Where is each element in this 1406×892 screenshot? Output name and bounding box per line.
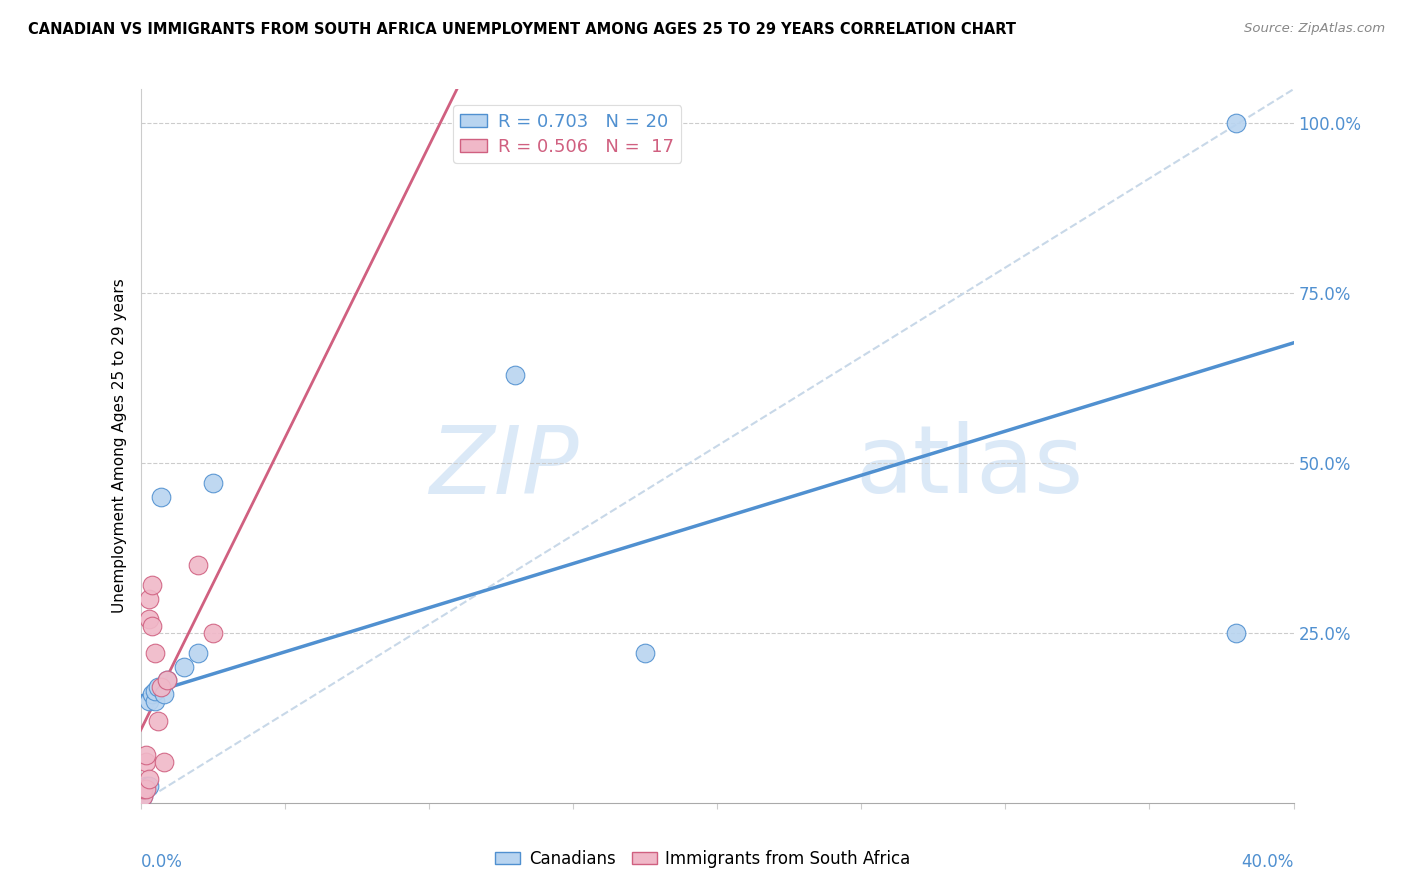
Point [138, 779, 160, 793]
Point [503, 368, 526, 382]
Point [173, 660, 195, 674]
Point [141, 578, 163, 592]
Y-axis label: Unemployment Among Ages 25 to 29 years: Unemployment Among Ages 25 to 29 years [111, 278, 127, 614]
Legend: R = 0.703   N = 20, R = 0.506   N =  17: R = 0.703 N = 20, R = 0.506 N = 17 [453, 105, 682, 163]
Point [132, 782, 155, 797]
Point [155, 673, 177, 688]
Point [152, 755, 174, 769]
Point [146, 714, 169, 729]
Text: Source: ZipAtlas.com: Source: ZipAtlas.com [1244, 22, 1385, 36]
Point [152, 687, 174, 701]
Point [149, 680, 172, 694]
Text: CANADIAN VS IMMIGRANTS FROM SOUTH AFRICA UNEMPLOYMENT AMONG AGES 25 TO 29 YEARS : CANADIAN VS IMMIGRANTS FROM SOUTH AFRICA… [28, 22, 1017, 37]
Text: 40.0%: 40.0% [1241, 853, 1294, 871]
Point [135, 748, 157, 763]
Point [187, 646, 209, 660]
Point [143, 683, 166, 698]
Point [187, 558, 209, 572]
Point [132, 789, 155, 803]
Text: 0.0%: 0.0% [141, 853, 183, 871]
Point [138, 694, 160, 708]
Point [146, 680, 169, 694]
Point [132, 782, 155, 797]
Point [1225, 626, 1247, 640]
Point [143, 694, 166, 708]
Point [141, 619, 163, 633]
Point [138, 612, 160, 626]
Point [135, 782, 157, 797]
Point [155, 673, 177, 688]
Point [141, 687, 163, 701]
Point [138, 591, 160, 606]
Legend: Canadians, Immigrants from South Africa: Canadians, Immigrants from South Africa [489, 844, 917, 875]
Point [634, 646, 657, 660]
Point [201, 476, 224, 491]
Point [1225, 116, 1247, 130]
Point [135, 782, 157, 797]
Point [138, 772, 160, 786]
Point [132, 789, 155, 803]
Point [149, 490, 172, 504]
Point [135, 755, 157, 769]
Point [201, 626, 224, 640]
Text: atlas: atlas [855, 421, 1084, 514]
Point [143, 646, 166, 660]
Point [135, 779, 157, 793]
Text: ZIP: ZIP [429, 422, 579, 513]
